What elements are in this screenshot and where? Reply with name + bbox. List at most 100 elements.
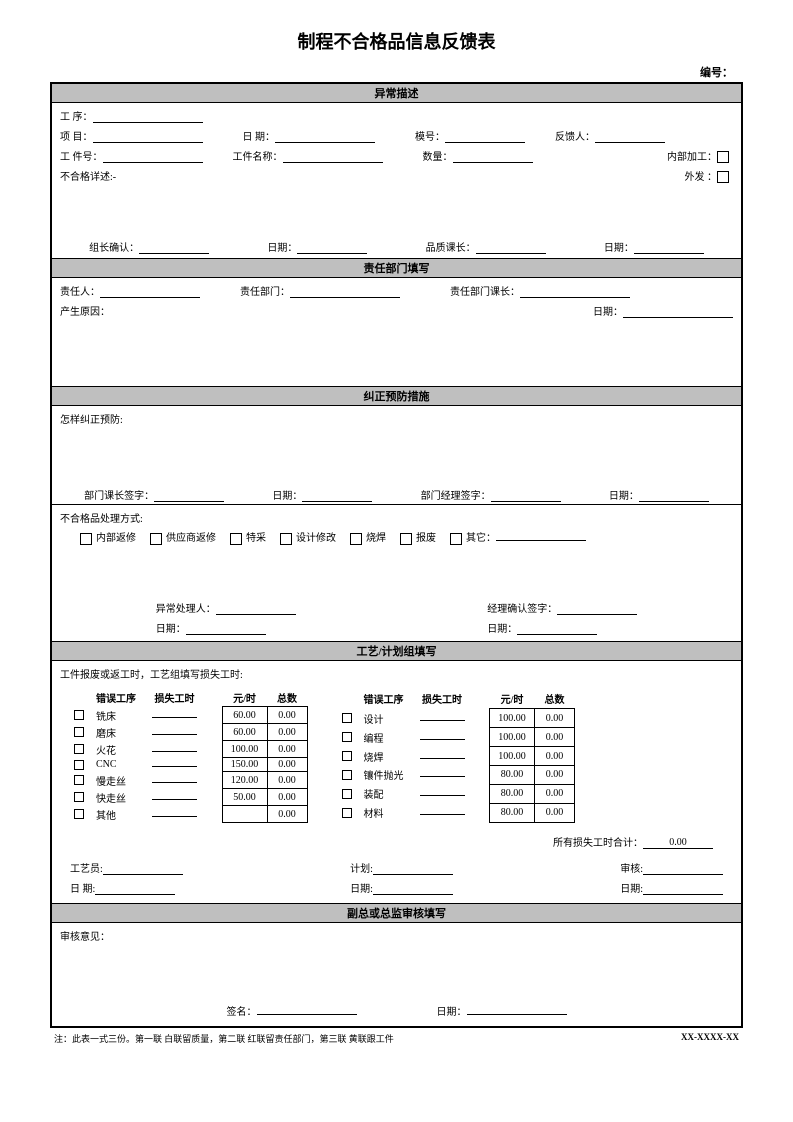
field-leader-date[interactable] bbox=[297, 242, 367, 254]
cell-rate: 60.00 bbox=[222, 707, 267, 724]
checkbox-row[interactable] bbox=[342, 789, 352, 799]
checkbox-row[interactable] bbox=[342, 751, 352, 761]
field-dept-date[interactable] bbox=[302, 490, 372, 502]
cell-total: 0.00 bbox=[535, 747, 575, 766]
field-loss[interactable] bbox=[152, 799, 197, 800]
checkbox-row[interactable] bbox=[342, 713, 352, 723]
cell-total: 0.00 bbox=[267, 772, 307, 789]
field-resp-person[interactable] bbox=[100, 286, 200, 298]
field-loss[interactable] bbox=[420, 776, 465, 777]
checkbox-row[interactable] bbox=[74, 809, 84, 819]
label-leader-confirm: 组长确认： bbox=[89, 239, 139, 254]
label-outsource: 外发 ： bbox=[685, 168, 718, 183]
checkbox-row[interactable] bbox=[74, 744, 84, 754]
field-review-date[interactable] bbox=[643, 883, 723, 895]
checkbox-opt-6[interactable] bbox=[450, 533, 462, 545]
checkbox-opt-4[interactable] bbox=[350, 533, 362, 545]
field-leader-confirm[interactable] bbox=[139, 242, 209, 254]
checkbox-row[interactable] bbox=[342, 808, 352, 818]
field-mold[interactable] bbox=[445, 131, 525, 143]
checkbox-row[interactable] bbox=[74, 775, 84, 785]
section1-header: 异常描述 bbox=[52, 84, 741, 103]
field-date[interactable] bbox=[275, 131, 375, 143]
table-row: 设计100.000.00 bbox=[338, 709, 575, 728]
cell-proc: 慢走丝 bbox=[92, 772, 147, 789]
cell-rate: 100.00 bbox=[490, 747, 535, 766]
checkbox-row[interactable] bbox=[74, 760, 84, 770]
field-mgr-sign[interactable] bbox=[491, 490, 561, 502]
field-qty[interactable] bbox=[453, 151, 533, 163]
checkbox-row[interactable] bbox=[342, 732, 352, 742]
field-s5-date[interactable] bbox=[467, 1003, 567, 1015]
field-project[interactable] bbox=[93, 131, 203, 143]
checkbox-row[interactable] bbox=[74, 710, 84, 720]
field-handler-date[interactable] bbox=[186, 623, 266, 635]
field-loss[interactable] bbox=[152, 717, 197, 718]
cell-rate: 150.00 bbox=[222, 758, 267, 772]
checkbox-row[interactable] bbox=[342, 770, 352, 780]
field-review[interactable] bbox=[643, 863, 723, 875]
label-how: 怎样纠正预防: bbox=[60, 411, 123, 426]
cell-proc: 火花 bbox=[92, 741, 147, 758]
field-resp-lead[interactable] bbox=[520, 286, 630, 298]
field-loss[interactable] bbox=[420, 720, 465, 721]
field-loss[interactable] bbox=[152, 766, 197, 767]
checkbox-internal[interactable] bbox=[717, 151, 729, 163]
cell-rate: 120.00 bbox=[222, 772, 267, 789]
field-dept-sign[interactable] bbox=[154, 490, 224, 502]
checkbox-opt-0[interactable] bbox=[80, 533, 92, 545]
section1-body: 工 序： 项 目： 日 期： 模号： 反馈人： 工 件号： 工件名称： 数量： bbox=[52, 103, 741, 258]
field-mgr-confirm-date[interactable] bbox=[517, 623, 597, 635]
form-outer: 异常描述 工 序： 项 目： 日 期： 模号： 反馈人： 工 件号： 工件名称： bbox=[50, 82, 743, 1028]
opt-4: 烧焊 bbox=[366, 533, 386, 544]
field-partname[interactable] bbox=[283, 151, 383, 163]
field-loss[interactable] bbox=[152, 816, 197, 817]
checkbox-outsource[interactable] bbox=[717, 171, 729, 183]
field-quality[interactable] bbox=[476, 242, 546, 254]
field-tech-date[interactable] bbox=[95, 883, 175, 895]
field-s2-date[interactable] bbox=[623, 306, 733, 318]
field-tech[interactable] bbox=[103, 863, 183, 875]
label-plan-date: 日期: bbox=[350, 880, 373, 895]
checkbox-opt-3[interactable] bbox=[280, 533, 292, 545]
field-plan-date[interactable] bbox=[373, 883, 453, 895]
checkbox-row[interactable] bbox=[74, 792, 84, 802]
opt-3: 设计修改 bbox=[296, 533, 336, 544]
cell-proc: CNC bbox=[92, 758, 147, 772]
cell-total: 0.00 bbox=[535, 803, 575, 822]
checkbox-opt-1[interactable] bbox=[150, 533, 162, 545]
section2-header: 责任部门填写 bbox=[52, 258, 741, 278]
field-partno[interactable] bbox=[103, 151, 203, 163]
field-handler[interactable] bbox=[216, 603, 296, 615]
field-loss[interactable] bbox=[420, 814, 465, 815]
field-loss[interactable] bbox=[152, 734, 197, 735]
label-date: 日 期： bbox=[243, 128, 276, 143]
field-loss[interactable] bbox=[420, 739, 465, 740]
cell-proc: 其他 bbox=[92, 806, 147, 823]
opt-2: 特采 bbox=[246, 533, 266, 544]
field-mgr-confirm[interactable] bbox=[557, 603, 637, 615]
cell-rate: 80.00 bbox=[490, 784, 535, 803]
field-loss[interactable] bbox=[152, 782, 197, 783]
field-loss[interactable] bbox=[420, 795, 465, 796]
label-quality: 品质课长： bbox=[426, 239, 476, 254]
value-total: 0.00 bbox=[643, 837, 713, 849]
field-plan[interactable] bbox=[373, 863, 453, 875]
field-s5-sign[interactable] bbox=[257, 1003, 357, 1015]
field-opt-other[interactable] bbox=[496, 529, 586, 541]
cell-rate: 100.00 bbox=[490, 728, 535, 747]
label-desc: 不合格详述:- bbox=[60, 168, 116, 183]
field-quality-date[interactable] bbox=[634, 242, 704, 254]
cell-rate: 80.00 bbox=[490, 766, 535, 785]
checkbox-opt-2[interactable] bbox=[230, 533, 242, 545]
checkbox-opt-5[interactable] bbox=[400, 533, 412, 545]
field-mgr-date[interactable] bbox=[639, 490, 709, 502]
field-resp-dept[interactable] bbox=[290, 286, 400, 298]
checkbox-row[interactable] bbox=[74, 727, 84, 737]
field-loss[interactable] bbox=[420, 758, 465, 759]
field-loss[interactable] bbox=[152, 751, 197, 752]
field-process[interactable] bbox=[93, 111, 203, 123]
footer-code: XX-XXXX-XX bbox=[681, 1032, 739, 1045]
section5-header: 副总或总监审核填写 bbox=[52, 903, 741, 923]
field-feedback[interactable] bbox=[595, 131, 665, 143]
